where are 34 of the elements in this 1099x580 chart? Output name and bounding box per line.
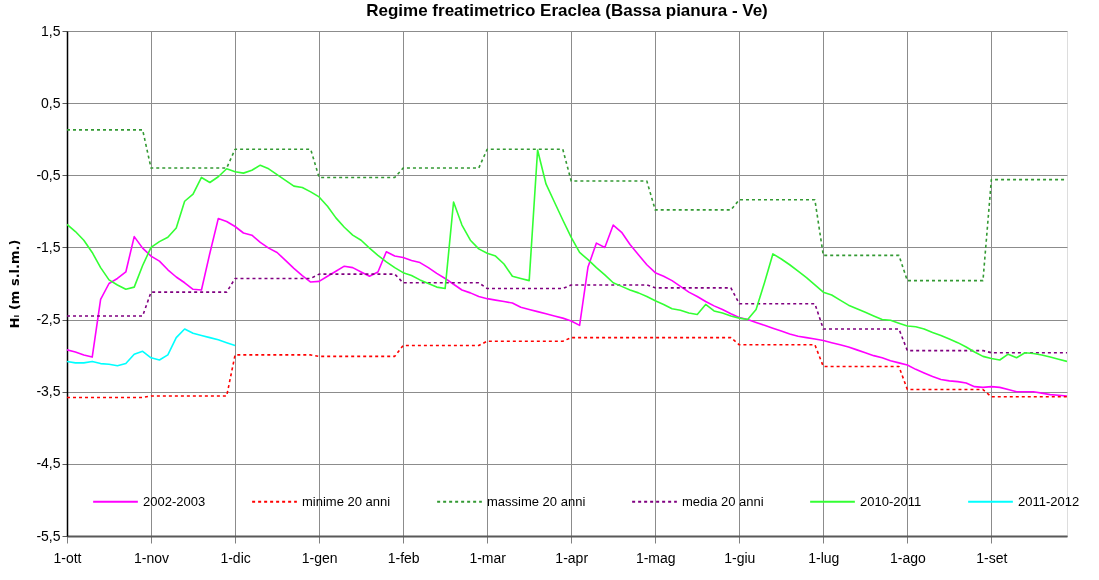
x-tick-label: 1-dic: [220, 549, 251, 566]
legend-label: 2011-2012: [1018, 493, 1080, 509]
y-axis-title: Hᵢ (m s.l.m.): [7, 239, 23, 329]
x-tick-label: 1-feb: [387, 549, 420, 566]
y-tick-label: -0,5: [36, 166, 61, 183]
line-series: [67, 273, 1067, 354]
x-tick-label: 1-lug: [808, 549, 840, 566]
y-tick-label: -3,5: [36, 383, 61, 400]
x-tick-label: 1-mar: [469, 549, 507, 566]
y-tick-label: 1,5: [41, 22, 61, 39]
line-series: [67, 336, 1067, 399]
x-tick-label: 1-mag: [635, 549, 676, 566]
y-tick-label: -4,5: [36, 455, 61, 472]
line-series: [67, 149, 1067, 363]
legend-label: media 20 anni: [682, 493, 764, 509]
line-series: [67, 129, 1067, 282]
x-tick-label: 1-apr: [555, 549, 589, 566]
legend-label: minime 20 anni: [302, 493, 391, 509]
legend-label: massime 20 anni: [487, 493, 586, 509]
legend-label: 2002-2003: [143, 493, 206, 509]
line-series: [67, 217, 1067, 397]
x-tick-label: 1-giu: [724, 549, 756, 566]
x-tick-label: 1-nov: [134, 549, 170, 566]
y-tick-label: -2,5: [36, 311, 61, 328]
y-tick-label: -1,5: [36, 238, 61, 255]
line-series: [67, 328, 236, 367]
chart-title: Regime freatimetrico Eraclea (Bassa pianura - Ve): [366, 1, 768, 20]
y-tick-label: 0,5: [41, 94, 61, 111]
x-tick-label: 1-ago: [889, 549, 926, 566]
x-tick-label: 1-set: [976, 549, 1008, 566]
x-tick-label: 1-ott: [53, 549, 82, 566]
y-tick-label: -5,5: [36, 527, 61, 544]
legend-label: 2010-2011: [860, 493, 922, 509]
x-tick-label: 1-gen: [301, 549, 338, 566]
